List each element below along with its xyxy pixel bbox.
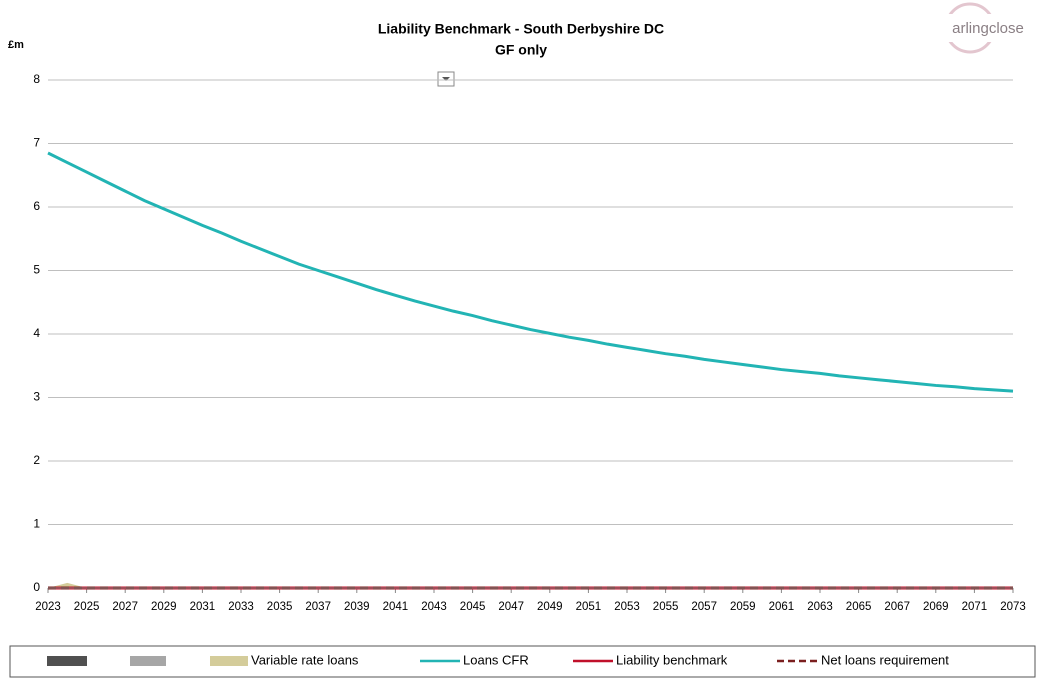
logo-bg [940,14,1040,42]
x-tick-label: 2041 [383,601,409,613]
logo: arlingclose [940,2,1040,54]
x-tick-label: 2023 [35,601,61,613]
logo-text: arlingclose [952,20,1024,37]
y-tick-label: 5 [33,263,40,277]
x-tick-label: 2027 [112,601,138,613]
x-tick-label: 2071 [962,601,988,613]
x-tick-label: 2055 [653,601,679,613]
x-tick-label: 2045 [460,601,486,613]
series-line [47,151,1014,393]
x-tick-label: 2035 [267,601,293,613]
legend-label: Variable rate loans [251,652,359,667]
y-tick-label: 7 [33,136,40,150]
legend-label: Net loans requirement [821,652,949,667]
y-tick-label: 8 [33,72,40,86]
x-tick-label: 2051 [576,601,602,613]
x-tick-label: 2069 [923,601,949,613]
y-tick-label: 4 [33,326,40,340]
x-tick-label: 2033 [228,601,254,613]
x-tick-label: 2063 [807,601,833,613]
x-tick-label: 2053 [614,601,640,613]
x-tick-label: 2029 [151,601,177,613]
legend-label: Loans CFR [463,652,529,667]
legend-label: Liability benchmark [616,652,728,667]
dropdown-arrow[interactable] [442,77,450,81]
legend-swatch [210,656,248,666]
x-tick-label: 2031 [190,601,216,613]
y-tick-label: 1 [33,517,40,531]
x-tick-label: 2047 [498,601,524,613]
y-tick-label: 2 [33,453,40,467]
x-tick-label: 2059 [730,601,756,613]
x-tick-label: 2061 [769,601,795,613]
x-tick-label: 2067 [884,601,910,613]
x-tick-label: 2057 [691,601,717,613]
legend-swatch [130,656,166,666]
y-axis-label: £m [8,39,24,51]
y-tick-label: 3 [33,390,40,404]
x-tick-label: 2065 [846,601,872,613]
x-tick-label: 2039 [344,601,370,613]
chart-subtitle: GF only [495,42,547,58]
x-tick-label: 2049 [537,601,563,613]
y-tick-label: 6 [33,199,40,213]
x-tick-label: 2043 [421,601,447,613]
x-tick-label: 2025 [74,601,100,613]
filter-button[interactable] [437,71,455,87]
legend-swatch [47,656,87,666]
chart-title: Liability Benchmark - South Derbyshire D… [378,21,664,37]
x-tick-label: 2073 [1000,601,1026,613]
legend-box [9,645,1036,678]
y-tick-label: 0 [33,580,40,594]
x-tick-label: 2037 [305,601,331,613]
